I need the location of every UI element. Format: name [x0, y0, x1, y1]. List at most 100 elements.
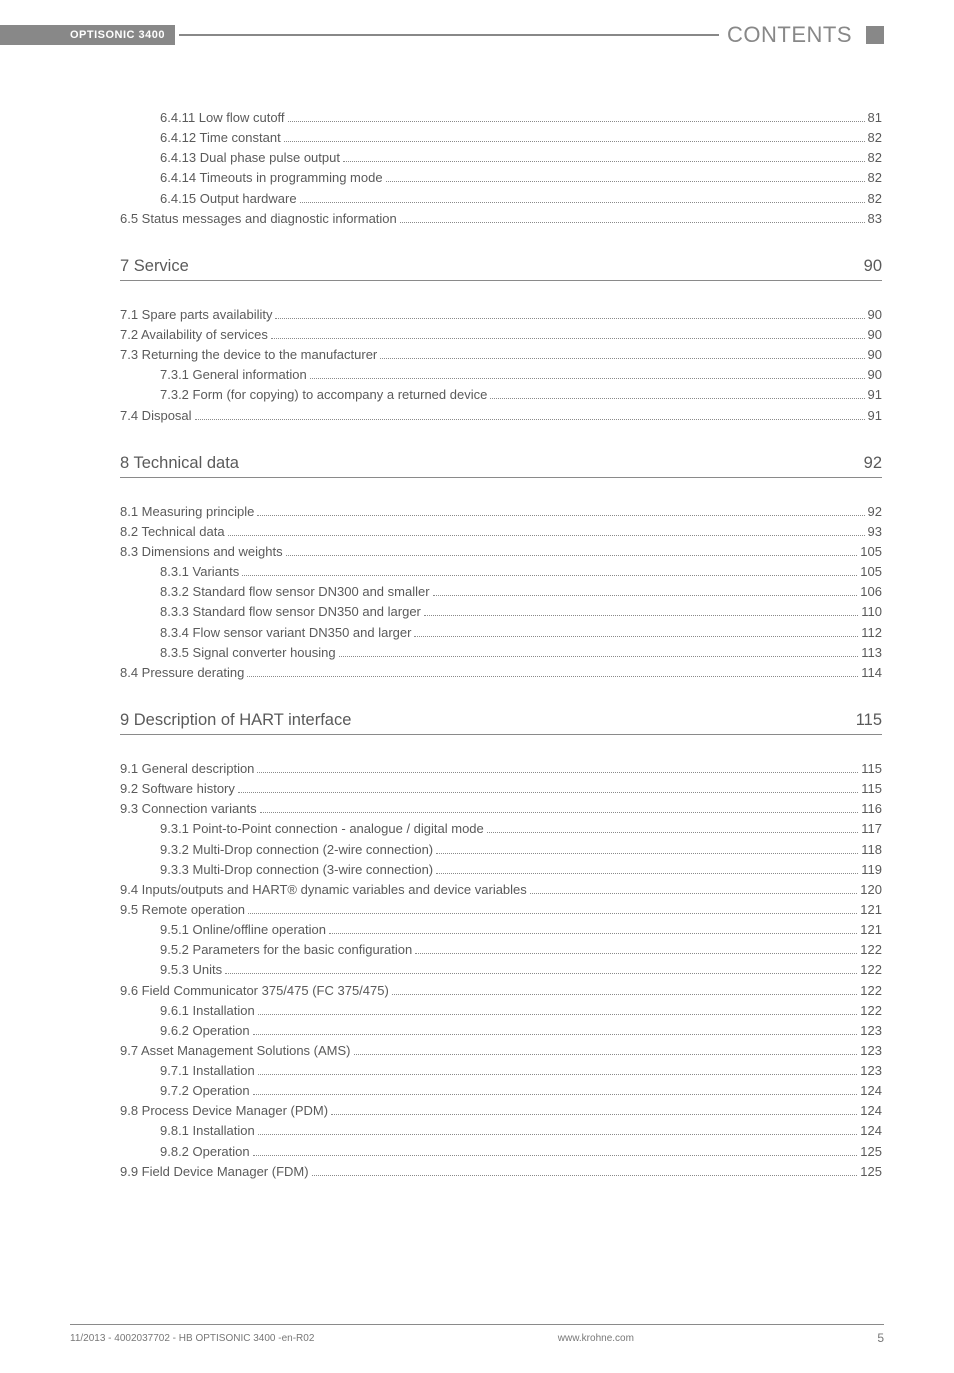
toc-leader-dots — [257, 515, 864, 516]
toc-page: 113 — [861, 643, 882, 663]
toc-leader-dots — [331, 1114, 857, 1115]
toc-entry: 7.3 Returning the device to the manufact… — [120, 345, 882, 365]
toc-page: 125 — [860, 1142, 882, 1162]
section-page: 92 — [864, 454, 882, 473]
toc-page: 90 — [868, 305, 882, 325]
toc-page: 119 — [861, 860, 882, 880]
toc-leader-dots — [288, 121, 865, 122]
toc-label: 9.5.1 Online/offline operation — [160, 920, 326, 940]
toc-leader-dots — [386, 181, 865, 182]
toc-page: 118 — [861, 840, 882, 860]
toc-leader-dots — [258, 1014, 858, 1015]
toc-leader-dots — [228, 535, 865, 536]
toc-leader-dots — [275, 318, 864, 319]
toc-page: 82 — [868, 128, 882, 148]
toc-entry: 9.3.3 Multi-Drop connection (3-wire conn… — [160, 860, 882, 880]
toc-page: 123 — [860, 1041, 882, 1061]
toc-leader-dots — [415, 953, 857, 954]
toc-label: 7.3.1 General information — [160, 365, 307, 385]
page-title: CONTENTS — [719, 22, 866, 48]
toc-label: 8.4 Pressure derating — [120, 663, 244, 683]
toc-page: 122 — [860, 960, 882, 980]
toc-leader-dots — [258, 1134, 858, 1135]
toc-entry: 9.6 Field Communicator 375/475 (FC 375/4… — [120, 981, 882, 1001]
toc-page: 122 — [860, 940, 882, 960]
section-title: 8 Technical data — [120, 454, 239, 473]
toc-page: 125 — [860, 1162, 882, 1182]
toc-leader-dots — [258, 1074, 858, 1075]
section-page: 90 — [864, 257, 882, 276]
toc-label: 9.2 Software history — [120, 779, 235, 799]
toc-leader-dots — [414, 636, 858, 637]
toc-page: 93 — [868, 522, 882, 542]
toc-label: 7.1 Spare parts availability — [120, 305, 272, 325]
toc-page: 83 — [868, 209, 882, 229]
toc-page: 114 — [861, 663, 882, 683]
header-rule — [179, 34, 719, 36]
toc-leader-dots — [343, 161, 865, 162]
toc-page: 91 — [868, 385, 882, 405]
toc-leader-dots — [257, 772, 858, 773]
toc-page: 122 — [860, 981, 882, 1001]
section-rule — [120, 734, 882, 735]
toc-label: 9.9 Field Device Manager (FDM) — [120, 1162, 309, 1182]
toc-entry: 9.3 Connection variants 116 — [120, 799, 882, 819]
toc-entry: 9.1 General description 115 — [120, 759, 882, 779]
toc-label: 9.7.2 Operation — [160, 1081, 250, 1101]
toc-entry: 9.5.2 Parameters for the basic configura… — [160, 940, 882, 960]
toc-entry: 7.2 Availability of services 90 — [120, 325, 882, 345]
toc-page: 112 — [861, 623, 882, 643]
section-rule — [120, 280, 882, 281]
toc-entry: 8.1 Measuring principle 92 — [120, 502, 882, 522]
toc-label: 9.1 General description — [120, 759, 254, 779]
toc-label: 7.4 Disposal — [120, 406, 192, 426]
toc-leader-dots — [253, 1034, 858, 1035]
toc-entry: 7.1 Spare parts availability 90 — [120, 305, 882, 325]
toc-leader-dots — [286, 555, 858, 556]
toc-entry: 9.5 Remote operation 121 — [120, 900, 882, 920]
toc-entry: 9.7.2 Operation 124 — [160, 1081, 882, 1101]
toc-page: 123 — [860, 1021, 882, 1041]
toc-entry: 9.6.2 Operation 123 — [160, 1021, 882, 1041]
toc-page: 106 — [860, 582, 882, 602]
toc-label: 8.3.3 Standard flow sensor DN350 and lar… — [160, 602, 421, 622]
toc-label: 9.6.1 Installation — [160, 1001, 255, 1021]
toc-entry: 8.3.3 Standard flow sensor DN350 and lar… — [160, 602, 882, 622]
toc-leader-dots — [354, 1054, 858, 1055]
section-heading: 8 Technical data 92 — [120, 454, 882, 473]
section-title: 7 Service — [120, 257, 189, 276]
toc-entry: 9.4 Inputs/outputs and HART® dynamic var… — [120, 880, 882, 900]
toc-label: 6.4.13 Dual phase pulse output — [160, 148, 340, 168]
toc-leader-dots — [339, 656, 859, 657]
toc-page: 90 — [868, 365, 882, 385]
toc-label: 9.3.1 Point-to-Point connection - analog… — [160, 819, 484, 839]
toc-leader-dots — [487, 832, 859, 833]
footer-left: 11/2013 - 4002037702 - HB OPTISONIC 3400… — [70, 1333, 314, 1344]
toc-entry: 8.2 Technical data 93 — [120, 522, 882, 542]
toc-page: 115 — [861, 779, 882, 799]
toc-label: 9.7 Asset Management Solutions (AMS) — [120, 1041, 351, 1061]
toc-page: 82 — [868, 148, 882, 168]
toc-entry: 6.4.13 Dual phase pulse output 82 — [160, 148, 882, 168]
toc-page: 124 — [860, 1121, 882, 1141]
toc-entry: 6.4.14 Timeouts in programming mode 82 — [160, 168, 882, 188]
toc-page: 92 — [868, 502, 882, 522]
toc-entry: 8.3.4 Flow sensor variant DN350 and larg… — [160, 623, 882, 643]
toc-page: 90 — [868, 345, 882, 365]
toc-page: 123 — [860, 1061, 882, 1081]
toc-entry: 9.7 Asset Management Solutions (AMS) 123 — [120, 1041, 882, 1061]
toc-leader-dots — [312, 1175, 858, 1176]
toc-leader-dots — [300, 202, 865, 203]
toc-entry: 6.4.15 Output hardware 82 — [160, 189, 882, 209]
toc-entry: 6.5 Status messages and diagnostic infor… — [120, 209, 882, 229]
toc-leader-dots — [433, 595, 858, 596]
toc-leader-dots — [436, 873, 858, 874]
header-bar: OPTISONIC 3400 CONTENTS — [0, 22, 954, 48]
toc-label: 6.4.14 Timeouts in programming mode — [160, 168, 383, 188]
toc-entry: 7.3.1 General information 90 — [160, 365, 882, 385]
section-title: 9 Description of HART interface — [120, 711, 351, 730]
toc-page: 105 — [860, 542, 882, 562]
footer-center: www.krohne.com — [314, 1333, 877, 1344]
toc-entry: 9.5.1 Online/offline operation 121 — [160, 920, 882, 940]
toc-entry: 9.8.2 Operation 125 — [160, 1142, 882, 1162]
